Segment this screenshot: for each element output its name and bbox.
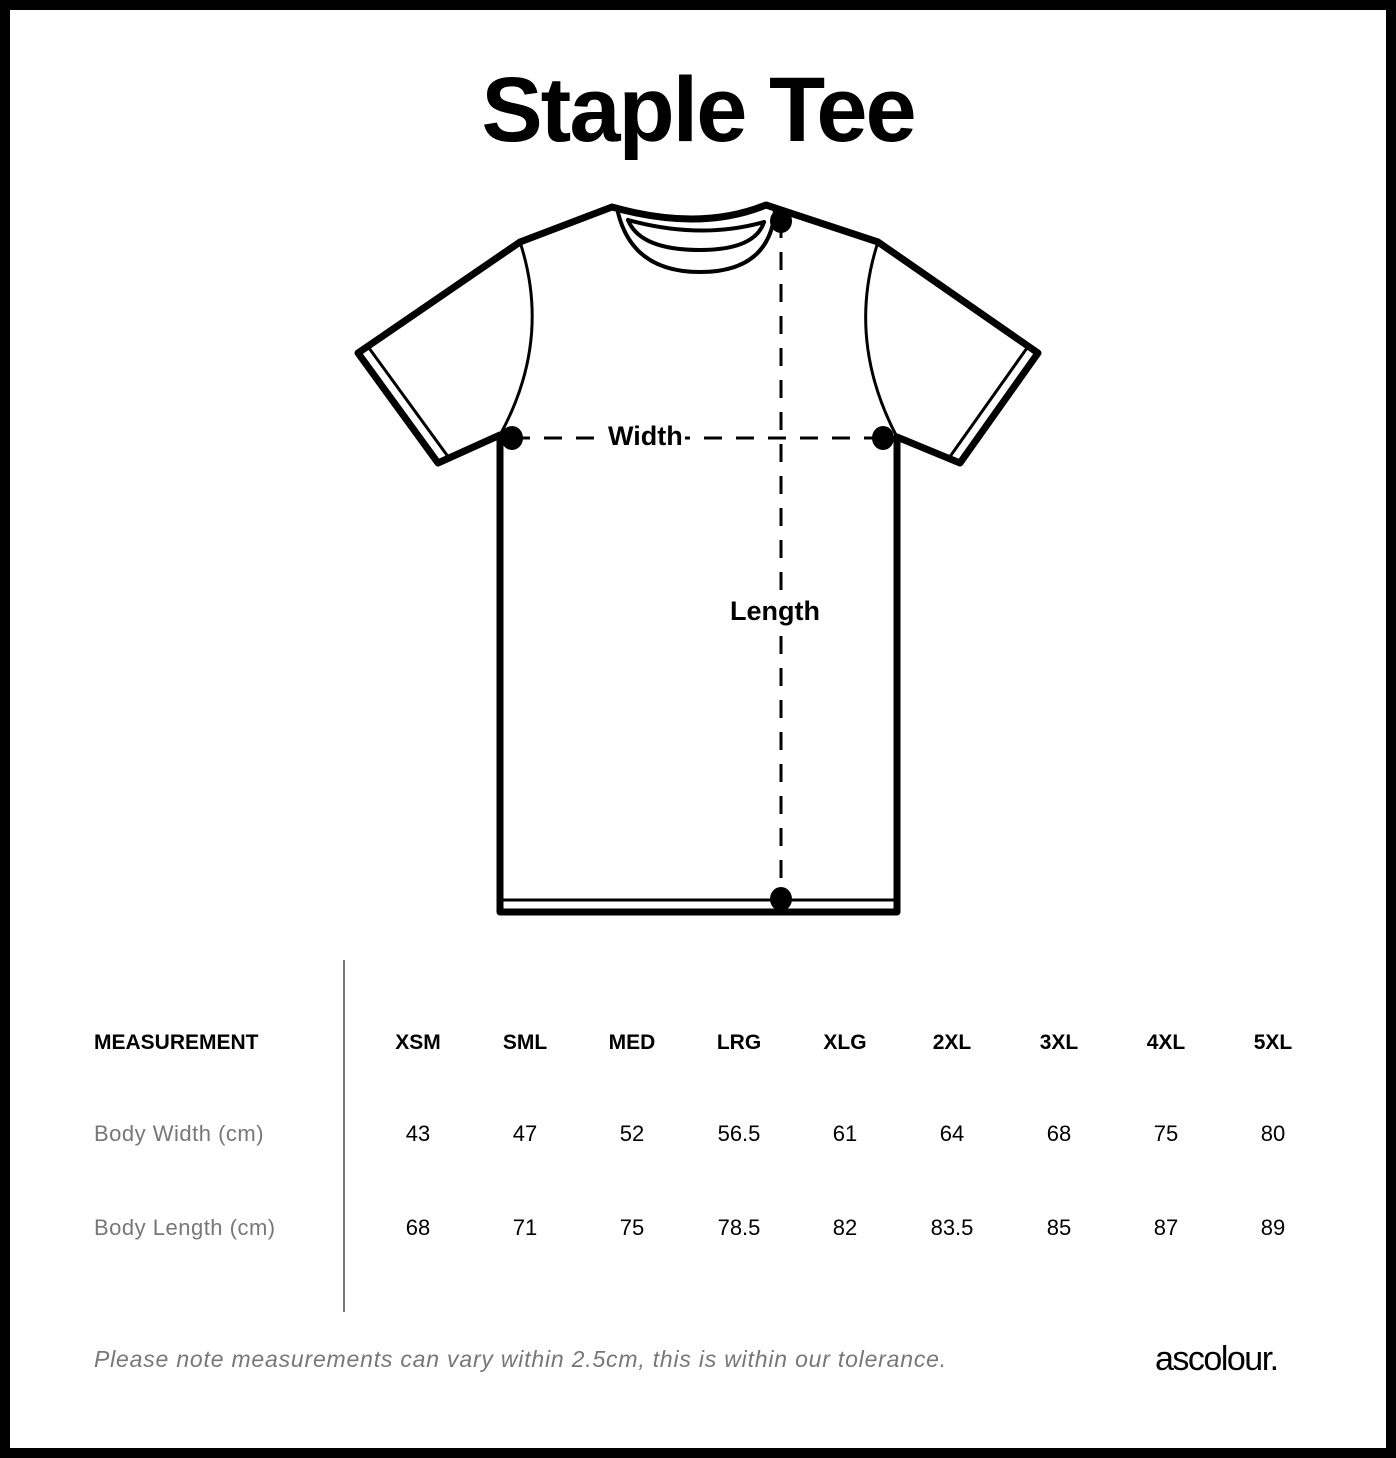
table-cell: 52 xyxy=(619,1121,645,1146)
table-cell: 64 xyxy=(939,1121,965,1146)
table-divider xyxy=(343,960,345,1312)
table-cell: 68 xyxy=(405,1215,431,1240)
table-cell: 71 xyxy=(512,1215,538,1240)
collar-back xyxy=(626,218,766,233)
size-header: LRG xyxy=(716,1031,762,1054)
table-cell: 47 xyxy=(512,1121,538,1146)
page-title: Staple Tee xyxy=(481,59,916,161)
row-label: Body Length (cm) xyxy=(94,1215,276,1240)
length-point-top xyxy=(770,209,792,233)
table-cell: 82 xyxy=(832,1215,858,1240)
width-point-right xyxy=(872,426,894,450)
table-cell: 56.5 xyxy=(717,1121,761,1146)
measurement-header: MEASUREMENT xyxy=(94,1031,259,1054)
table-cell: 43 xyxy=(405,1121,431,1146)
armhole-left xyxy=(498,240,534,437)
cuff-right xyxy=(947,346,1029,460)
size-header: 4XL xyxy=(1146,1031,1186,1054)
length-label: Length xyxy=(728,596,822,627)
tolerance-note: Please note measurements can vary within… xyxy=(94,1346,947,1372)
table-cell: 85 xyxy=(1046,1215,1072,1240)
table-cell: 83.5 xyxy=(930,1215,974,1240)
size-header: 2XL xyxy=(932,1031,972,1054)
length-point-bottom xyxy=(770,887,792,911)
cuff-left xyxy=(367,346,451,460)
size-header: XSM xyxy=(395,1031,441,1054)
tshirt-diagram xyxy=(354,201,1042,916)
collar-inner xyxy=(626,218,766,252)
tshirt-outline xyxy=(354,201,1042,916)
table-cell: 78.5 xyxy=(717,1215,761,1240)
size-header: 3XL xyxy=(1039,1031,1079,1054)
width-point-left xyxy=(501,426,523,450)
brand-logo: ascolour. xyxy=(1155,1340,1279,1378)
table-cell: 75 xyxy=(1153,1121,1179,1146)
size-header: 5XL xyxy=(1253,1031,1293,1054)
table-cell: 61 xyxy=(832,1121,858,1146)
size-header: SML xyxy=(502,1031,548,1054)
row-label: Body Width (cm) xyxy=(94,1121,265,1146)
table-cell: 68 xyxy=(1046,1121,1072,1146)
size-header: MED xyxy=(608,1031,656,1054)
table-cell: 80 xyxy=(1260,1121,1286,1146)
table-cell: 75 xyxy=(619,1215,645,1240)
table-cell: 89 xyxy=(1260,1215,1286,1240)
collar-outer xyxy=(615,206,777,274)
width-label: Width xyxy=(606,421,685,452)
size-header: XLG xyxy=(823,1031,867,1054)
table-cell: 87 xyxy=(1153,1215,1179,1240)
armhole-right xyxy=(864,240,899,439)
